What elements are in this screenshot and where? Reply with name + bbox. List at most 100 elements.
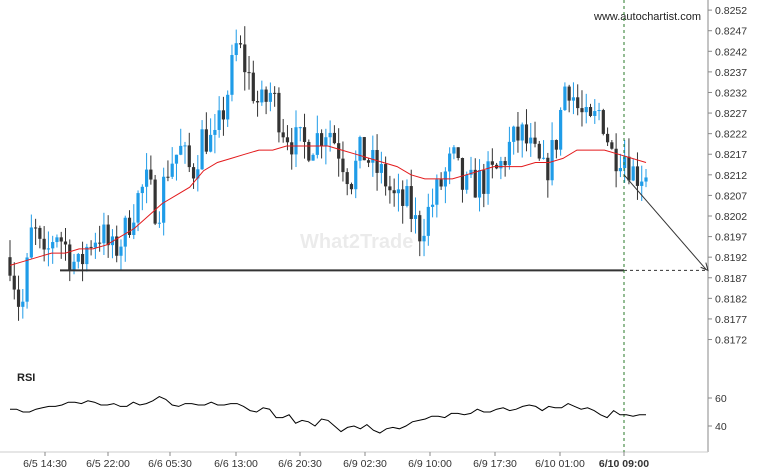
candle-body xyxy=(396,189,401,194)
candle-body xyxy=(576,97,580,109)
candle-body xyxy=(571,97,576,101)
candle-body xyxy=(38,227,42,239)
y-tick-label: 0.8217 xyxy=(715,149,747,161)
candle-body xyxy=(213,129,217,135)
candle-body xyxy=(93,242,97,248)
candle-body xyxy=(435,179,439,205)
candle-body xyxy=(8,257,12,276)
candle-body xyxy=(110,236,115,246)
y-tick-label: 0.8247 xyxy=(715,26,747,38)
candle-body xyxy=(89,246,93,248)
candle-body xyxy=(392,190,396,194)
candle-body xyxy=(507,141,512,166)
candle-body xyxy=(516,126,520,141)
candle-body xyxy=(196,169,200,179)
candle-body xyxy=(268,92,272,102)
y-tick-label: 0.8237 xyxy=(715,67,747,79)
candle-body xyxy=(63,241,68,245)
candle-body xyxy=(512,126,516,142)
candle-body xyxy=(580,108,584,113)
candle-body xyxy=(260,89,264,103)
candle-body xyxy=(563,86,567,110)
x-tick-label: 6/10 09:00 xyxy=(599,458,649,470)
y-tick-label: 0.8182 xyxy=(715,293,747,305)
candle-body xyxy=(529,137,533,144)
candle-body xyxy=(166,176,170,178)
candle-body xyxy=(200,129,204,170)
candle-body xyxy=(68,244,72,271)
x-tick-label: 6/10 01:00 xyxy=(535,458,585,470)
candle-body xyxy=(273,92,277,94)
candle-body xyxy=(627,156,631,181)
candle-body xyxy=(315,133,319,155)
candle-body xyxy=(601,110,605,134)
candle-body xyxy=(187,145,191,168)
candle-body xyxy=(358,137,362,161)
candle-body xyxy=(98,242,102,244)
candle-body xyxy=(328,132,332,138)
candle-body xyxy=(537,143,541,159)
rsi-line xyxy=(10,396,646,434)
candle-body xyxy=(217,110,221,130)
candle-body xyxy=(413,215,418,219)
candle-body xyxy=(541,157,546,159)
y-tick-label: 0.8222 xyxy=(715,129,747,141)
rsi-label: RSI xyxy=(17,372,35,384)
candle-body xyxy=(281,132,285,138)
candle-body xyxy=(567,86,571,101)
candle-body xyxy=(324,137,328,146)
candle-body xyxy=(452,147,456,154)
candle-body xyxy=(34,227,38,229)
y-tick-label: 0.8242 xyxy=(715,46,747,58)
candle-body xyxy=(85,246,89,265)
candle-body xyxy=(401,189,405,206)
candle-body xyxy=(593,111,597,116)
candle-body xyxy=(243,44,247,73)
candle-body xyxy=(106,224,110,246)
candle-body xyxy=(533,137,537,144)
y-tick-label: 0.8197 xyxy=(715,232,747,244)
x-tick-label: 6/6 05:30 xyxy=(148,458,192,470)
candle-body xyxy=(520,124,524,141)
candle-body xyxy=(247,72,251,74)
candle-body xyxy=(554,140,558,150)
candle-body xyxy=(302,127,307,142)
y-tick-label: 0.8207 xyxy=(715,190,747,202)
candle-body xyxy=(157,222,161,224)
candle-body xyxy=(559,109,563,150)
candle-body xyxy=(546,157,550,181)
candle-body xyxy=(597,110,601,112)
x-tick-label: 6/6 13:00 xyxy=(214,458,258,470)
y-tick-label: 0.8187 xyxy=(715,273,747,285)
candle-body xyxy=(29,227,33,258)
candle-body xyxy=(418,215,422,242)
candle-body xyxy=(375,149,379,173)
y-tick-label: 0.8212 xyxy=(715,170,747,182)
candle-body xyxy=(191,167,196,179)
candle-body xyxy=(409,186,413,219)
candle-body xyxy=(294,127,298,155)
candle-body xyxy=(465,174,469,190)
candle-body xyxy=(631,166,635,181)
y-tick-label: 0.8202 xyxy=(715,211,747,223)
candle-body xyxy=(456,147,460,159)
candle-body xyxy=(16,289,21,307)
candle-body xyxy=(76,253,80,262)
candle-body xyxy=(12,275,16,290)
candle-body xyxy=(371,149,375,163)
x-tick-label: 6/5 22:00 xyxy=(86,458,130,470)
candle-body xyxy=(618,168,622,172)
candle-body xyxy=(251,72,255,102)
candle-body xyxy=(290,142,294,155)
forecast-arrow-line xyxy=(623,174,707,270)
candle-body xyxy=(477,170,482,198)
candle-body xyxy=(644,177,648,182)
candle-body xyxy=(319,133,324,146)
candle-body xyxy=(482,170,486,194)
y-tick-label: 0.8252 xyxy=(715,5,747,17)
candle-body xyxy=(426,206,430,236)
candle-body xyxy=(264,89,268,102)
candle-body xyxy=(25,257,29,302)
candle-body xyxy=(21,301,25,307)
candle-body xyxy=(384,164,388,187)
